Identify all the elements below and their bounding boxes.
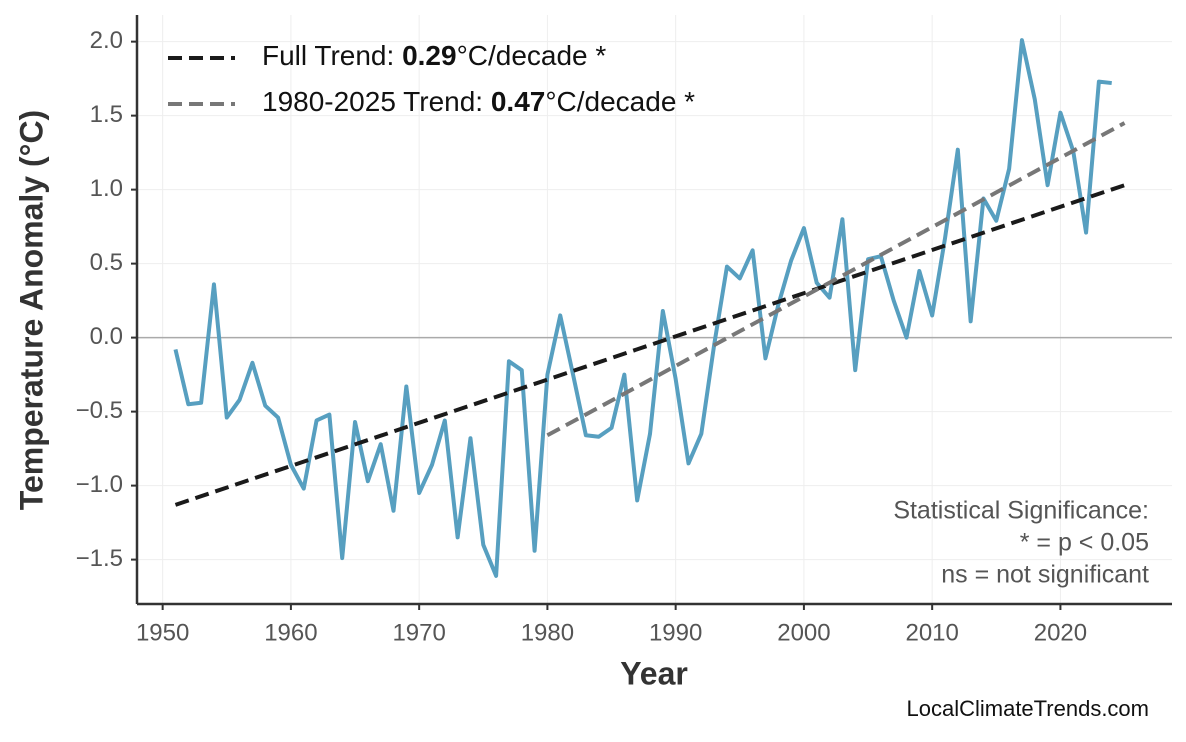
trend-line bbox=[546, 121, 1126, 438]
legend-unit: °C/decade * bbox=[545, 86, 695, 117]
x-tick-label: 1990 bbox=[649, 619, 702, 646]
legend-slope: 0.29 bbox=[402, 40, 457, 71]
y-tick-label: −1.5 bbox=[76, 545, 123, 572]
annotation: * = p < 0.05 bbox=[1020, 529, 1149, 557]
y-tick-label: 1.0 bbox=[90, 175, 123, 202]
x-tick-label: 1950 bbox=[136, 619, 189, 646]
legend-label: 1980-2025 Trend: 0.47°C/decade * bbox=[262, 86, 695, 117]
source: LocalClimateTrends.com bbox=[907, 696, 1150, 721]
x-tick-label: 1980 bbox=[521, 619, 574, 646]
legend-name: 1980-2025 Trend: bbox=[262, 86, 491, 117]
y-tick-label: 0.5 bbox=[90, 249, 123, 276]
y-tick-label: 2.0 bbox=[90, 27, 123, 54]
legend-slope: 0.47 bbox=[491, 86, 546, 117]
y-tick-label: 1.5 bbox=[90, 101, 123, 128]
y-axis-title: Temperature Anomaly (°C) bbox=[13, 110, 49, 510]
y-tick-label: −1.0 bbox=[76, 471, 123, 498]
legend-unit: °C/decade * bbox=[457, 40, 607, 71]
annotation: ns = not significant bbox=[941, 561, 1149, 589]
x-tick-label: 1970 bbox=[392, 619, 445, 646]
legend-name: Full Trend: bbox=[262, 40, 402, 71]
x-tick-label: 2010 bbox=[905, 619, 958, 646]
plot bbox=[173, 38, 1126, 578]
data-line bbox=[173, 38, 1112, 578]
annotation: Statistical Significance: bbox=[893, 497, 1149, 525]
x-axis-title: Year bbox=[620, 655, 688, 691]
y-tick-label: 0.0 bbox=[90, 323, 123, 350]
x-tick-label: 2020 bbox=[1034, 619, 1087, 646]
x-tick-label: 1960 bbox=[264, 619, 317, 646]
legend-label: Full Trend: 0.29°C/decade * bbox=[262, 40, 606, 71]
y-tick-label: −0.5 bbox=[76, 397, 123, 424]
x-tick-label: 2000 bbox=[777, 619, 830, 646]
